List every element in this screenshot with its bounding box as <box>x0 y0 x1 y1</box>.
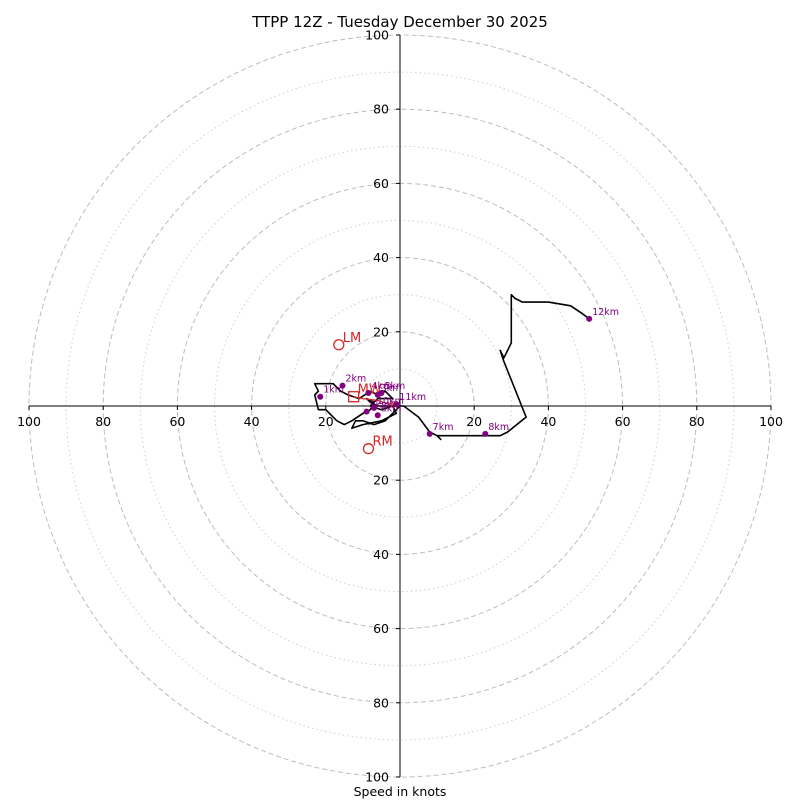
height-marker-dot <box>371 404 378 411</box>
y-tick-label: 80 <box>373 102 389 117</box>
height-marker-dot <box>339 382 346 389</box>
x-tick-label: 60 <box>615 414 631 429</box>
height-marker-dot <box>374 412 381 419</box>
x-tick-label: 80 <box>689 414 705 429</box>
y-tick-label: 20 <box>373 473 389 488</box>
left-mover-label: LM <box>343 331 361 346</box>
y-tick-label: 20 <box>373 324 389 339</box>
y-tick-label: 40 <box>373 547 389 562</box>
x-tick-label: 80 <box>95 414 111 429</box>
height-marker-dot <box>426 430 433 437</box>
height-label: 11km <box>399 392 426 403</box>
y-tick-label: 60 <box>373 176 389 191</box>
x-tick-label: 20 <box>318 414 334 429</box>
height-marker-dot <box>317 393 324 400</box>
left-mover-marker <box>333 339 345 351</box>
x-tick-label: 40 <box>244 414 260 429</box>
height-label: 3km <box>381 383 402 394</box>
x-tick-label: 40 <box>540 414 556 429</box>
mean-wind-marker <box>347 391 360 403</box>
x-tick-label: 100 <box>759 414 783 429</box>
y-tick-label: 100 <box>365 28 389 43</box>
y-tick-label: 60 <box>373 621 389 636</box>
height-label: 7km <box>433 422 454 433</box>
height-label: 2km <box>345 374 366 385</box>
right-mover-label: RM <box>372 435 392 450</box>
height-label: 4km <box>371 381 392 392</box>
height-marker-dot <box>365 390 372 397</box>
vector-end-label: 0 <box>390 400 396 411</box>
height-marker-dot <box>378 390 385 397</box>
x-axis-label: Speed in knots <box>354 784 447 799</box>
mean-wind-vector <box>353 396 397 405</box>
height-marker-dot <box>482 430 489 437</box>
height-label: 5km <box>384 381 405 392</box>
y-tick-label: 100 <box>365 770 389 785</box>
right-mover-marker <box>362 443 375 455</box>
chart-title: TTPP 12Z - Tuesday December 30 2025 <box>251 13 548 31</box>
height-label: 6km <box>381 403 402 414</box>
x-tick-label: 100 <box>17 414 41 429</box>
height-label: 8km <box>488 422 509 433</box>
height-label: 10km <box>377 396 404 407</box>
axis-tick-labels: 20 20 20 20 40 40 40 40 60 60 60 60 80 80 80 80 100 100 10… <box>17 28 783 785</box>
height-label: 12km <box>592 307 619 318</box>
hodograph-trace-group <box>313 293 590 441</box>
hodograph-trace <box>313 293 590 441</box>
height-marker-dot <box>363 408 370 415</box>
height-marker-dot <box>393 401 400 408</box>
y-tick-label: 40 <box>373 250 389 265</box>
x-tick-label: 60 <box>169 414 185 429</box>
height-marker-dot <box>586 315 593 322</box>
x-tick-label: 20 <box>466 414 482 429</box>
height-label: 1km <box>323 385 344 396</box>
height-label: 9km <box>370 400 391 411</box>
y-tick-label: 80 <box>373 695 389 710</box>
